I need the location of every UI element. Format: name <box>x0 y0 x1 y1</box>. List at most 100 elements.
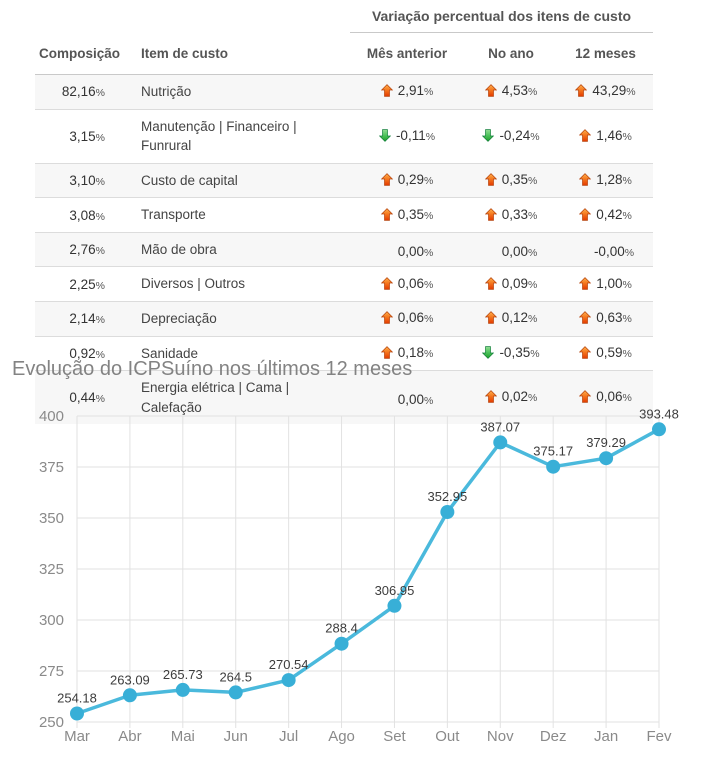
variation-cell: 0,09% <box>464 267 558 302</box>
variation-value: 0,42% <box>596 206 632 222</box>
variation-value: 0,12% <box>501 310 538 326</box>
composition-value: 3,08% <box>69 207 105 223</box>
data-point <box>122 688 137 703</box>
data-point <box>546 459 561 474</box>
cost-item-cell: Manutenção | Financeiro | Funrural <box>141 118 297 154</box>
table-row: 2,14% Depreciação 0,06% 0,12% 0,63% <box>35 301 653 336</box>
variation-value: 1,46% <box>596 127 632 143</box>
composition-value: 0,92% <box>69 345 105 361</box>
up-arrow-icon <box>380 276 393 290</box>
down-arrow-slot <box>482 346 499 359</box>
chart-title: Evolução do ICPSuíno nos últimos 12 mese… <box>12 358 413 380</box>
composition-value: 82,16% <box>61 84 105 100</box>
variation-value: 0,59% <box>596 344 632 360</box>
up-arrow-slot <box>579 207 596 221</box>
data-point <box>651 422 666 437</box>
up-arrow-slot <box>484 84 502 98</box>
y-axis-tick-label: 250 <box>39 714 64 731</box>
up-arrow-icon <box>380 311 393 324</box>
up-arrow-icon <box>484 173 497 186</box>
up-arrow-slot <box>575 84 592 98</box>
point-value-label: 379.29 <box>586 435 626 450</box>
y-axis-tick-label: 300 <box>39 612 64 629</box>
down-arrow-icon <box>378 128 391 142</box>
up-arrow-slot <box>380 173 398 186</box>
up-arrow-icon <box>380 84 393 98</box>
up-arrow-icon <box>484 390 497 403</box>
x-axis-month-label: Abr <box>118 728 141 745</box>
variation-cell: 0,59% <box>558 336 653 371</box>
data-point <box>493 435 508 450</box>
up-arrow-slot <box>579 128 596 142</box>
variation-cell: 0,06% <box>350 301 464 336</box>
y-axis-tick-label: 375 <box>39 459 64 476</box>
point-value-label: 264.5 <box>219 669 252 684</box>
variation-value: 0,09% <box>501 275 538 291</box>
cost-item-cell: Depreciação <box>141 310 217 326</box>
variation-value: 1,28% <box>596 171 632 187</box>
up-arrow-slot <box>484 390 502 403</box>
up-arrow-slot <box>484 207 502 221</box>
up-arrow-icon <box>579 128 592 142</box>
cost-item-cell: Energia elétrica | Cama | Calefação <box>141 380 290 415</box>
up-arrow-icon <box>575 84 588 98</box>
up-arrow-slot <box>579 311 596 324</box>
variation-cell: 0,35% <box>464 163 558 198</box>
x-axis-month-label: Fev <box>646 728 672 745</box>
up-arrow-icon <box>579 276 592 290</box>
variation-cell: -0,35% <box>464 336 558 371</box>
variation-value: 0,06% <box>397 275 434 291</box>
table-row: 82,16% Nutrição 2,91% 4,53% 43,29% <box>35 74 653 110</box>
variation-cell: 2,91% <box>350 75 464 110</box>
table-row: 0,92% Sanidade 0,18% -0,35% 0,59% <box>35 336 653 371</box>
point-value-label: 254.18 <box>57 691 97 706</box>
up-arrow-icon <box>579 311 592 324</box>
down-arrow-slot <box>482 128 499 142</box>
point-value-label: 393.48 <box>639 406 679 421</box>
variation-cell: 0,00% <box>350 232 464 267</box>
up-arrow-slot <box>484 311 502 324</box>
y-axis-tick-label: 400 <box>39 408 64 425</box>
variation-value: 1,00% <box>596 275 632 291</box>
up-arrow-slot <box>380 276 398 290</box>
x-axis-month-label: Dez <box>540 728 567 745</box>
data-point <box>228 685 243 700</box>
variation-cell: -0,11% <box>350 109 464 163</box>
variation-value: -0,11% <box>395 127 436 143</box>
cost-item-cell: Mão de obra <box>141 241 217 257</box>
x-axis-month-label: Jan <box>594 728 618 745</box>
cost-item-cell: Sanidade <box>141 345 199 361</box>
y-axis-tick-label: 275 <box>39 663 64 680</box>
data-point <box>281 673 296 688</box>
variation-value: 0,33% <box>501 206 538 222</box>
composition-cell: 2,76% <box>35 232 130 267</box>
variation-cell: 0,33% <box>464 198 558 233</box>
variation-cell: 0,29% <box>350 163 464 198</box>
x-axis-month-label: Mar <box>64 728 90 745</box>
variation-cell: -0,00% <box>558 232 653 267</box>
variation-cell: 0,06% <box>558 371 653 425</box>
up-arrow-icon <box>579 207 592 221</box>
composition-cell: 2,25% <box>35 267 130 302</box>
table-row: 3,08% Transporte 0,35% 0,33% 0,42% <box>35 197 653 233</box>
col-header-composicao: Composição <box>35 32 130 75</box>
group-header-row: Variação percentual dos itens de custo <box>35 0 653 33</box>
up-arrow-icon <box>484 311 497 324</box>
col-header-item-de-custo: Item de custo <box>130 32 350 75</box>
composition-cell: 3,10% <box>35 163 130 198</box>
group-header-spacer <box>35 0 350 33</box>
composition-value: 3,15% <box>69 128 105 144</box>
variation-cell: 0,02% <box>464 371 558 425</box>
table-row: 0,44% Energia elétrica | Cama | Calefação… <box>35 370 653 425</box>
icpsuino-line-chart: 250 275 300 325 350 375 400 Mar Abr Mai Jun Jul Ago S… <box>39 406 679 745</box>
variation-cell: 4,53% <box>464 75 558 110</box>
composition-cell: 3,08% <box>35 198 130 233</box>
down-arrow-slot <box>378 128 396 142</box>
up-arrow-icon <box>484 84 497 98</box>
variation-cell: 0,35% <box>350 198 464 233</box>
composition-value: 0,44% <box>69 390 105 406</box>
composition-cell: 2,14% <box>35 301 130 336</box>
composition-cell: 0,44% <box>35 371 130 425</box>
cost-item-cell: Custo de capital <box>141 172 238 188</box>
